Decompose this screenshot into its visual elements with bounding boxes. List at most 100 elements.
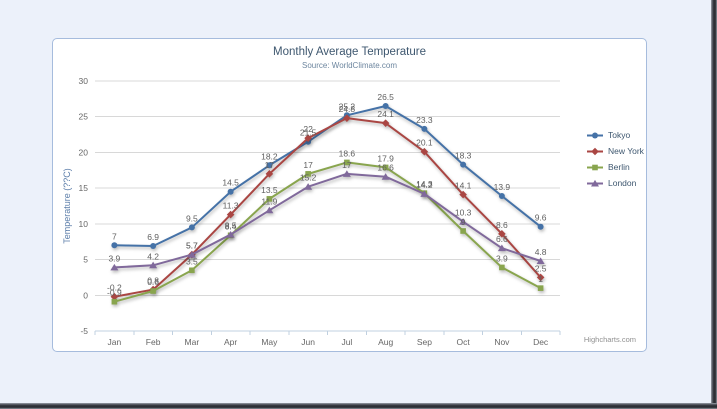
point-berlin-Mar[interactable] — [189, 267, 195, 274]
point-new-york-Jan[interactable] — [110, 292, 119, 301]
legend: Tokyo New York Berlin London — [587, 128, 644, 192]
point-tokyo-Dec[interactable] — [537, 223, 544, 230]
y-tick-label: 25 — [79, 112, 89, 122]
point-berlin-Jun[interactable] — [305, 171, 311, 177]
point-tokyo-Mar[interactable] — [188, 224, 195, 231]
data-label: 4.2 — [147, 251, 159, 261]
data-label: 17.9 — [377, 153, 394, 163]
legend-marker-diamond-icon — [587, 147, 603, 156]
point-berlin-Dec[interactable] — [537, 285, 544, 291]
x-tick-label: Jun — [301, 337, 315, 347]
point-london-Apr[interactable] — [226, 230, 235, 238]
point-london-Feb[interactable] — [149, 261, 158, 269]
data-label: 5.7 — [186, 241, 198, 251]
point-tokyo-Aug[interactable] — [382, 103, 389, 109]
point-london-Aug[interactable] — [381, 173, 390, 180]
legend-label: Berlin — [608, 162, 630, 173]
chart-panel: Monthly Average Temperature Source: Worl… — [52, 38, 647, 352]
point-berlin-May[interactable] — [266, 196, 273, 202]
x-tick-label: Apr — [224, 337, 237, 347]
point-new-york-Jul[interactable] — [343, 114, 351, 122]
point-berlin-Feb[interactable] — [150, 288, 156, 294]
data-label: 0.6 — [147, 277, 159, 287]
point-new-york-Nov[interactable] — [498, 230, 506, 238]
y-tick-label: 0 — [83, 290, 88, 300]
x-tick-label: Aug — [378, 337, 393, 347]
data-label: 14.3 — [416, 179, 433, 189]
point-london-May[interactable] — [265, 206, 274, 214]
point-berlin-Nov[interactable] — [499, 264, 505, 271]
data-label: 15.2 — [300, 173, 317, 183]
legend-item-tokyo[interactable]: Tokyo — [587, 128, 644, 143]
point-london-Oct[interactable] — [459, 218, 468, 225]
legend-item-berlin[interactable]: Berlin — [587, 160, 644, 175]
data-label: 11.9 — [261, 196, 277, 206]
data-label: 18.6 — [339, 148, 356, 158]
point-london-Mar[interactable] — [187, 250, 196, 258]
point-london-Jan[interactable] — [110, 263, 119, 271]
data-label: 13.5 — [261, 185, 278, 195]
legend-label: New York — [608, 146, 644, 157]
x-tick-label: Sep — [417, 337, 432, 347]
line-chart-plot: -5 0 5 10 15 20 25 30 Jan Feb Mar Apr May Jun Jul Aug Se… — [79, 76, 561, 347]
data-label: 8.6 — [496, 220, 508, 230]
point-new-york-Dec[interactable] — [536, 273, 545, 282]
point-tokyo-Apr[interactable] — [227, 188, 234, 195]
point-tokyo-Sep[interactable] — [421, 125, 428, 132]
point-london-Jun[interactable] — [304, 183, 313, 190]
series-new-york[interactable] — [110, 114, 545, 301]
data-label: 7 — [112, 231, 117, 241]
data-label: 25.2 — [339, 101, 356, 111]
data-label: 18.2 — [261, 151, 278, 161]
point-berlin-Jul[interactable] — [344, 159, 350, 166]
data-labels: 7 6.99.514.518.221.525.226.523.318.313.99… — [107, 92, 547, 298]
point-tokyo-Nov[interactable] — [498, 193, 505, 199]
data-label: 17 — [265, 160, 275, 170]
point-new-york-May[interactable] — [265, 170, 274, 178]
data-label: 17 — [342, 160, 352, 170]
y-tick-label: 5 — [83, 255, 88, 265]
data-label: 26.5 — [377, 92, 394, 102]
x-tick-label: Dec — [533, 337, 549, 347]
data-label: 0.8 — [147, 276, 159, 286]
data-label: 8.4 — [225, 221, 237, 231]
legend-item-london[interactable]: London — [587, 176, 644, 191]
point-new-york-Aug[interactable] — [381, 119, 390, 127]
point-london-Jul[interactable] — [342, 170, 351, 177]
data-label: 16.6 — [377, 163, 394, 173]
point-tokyo-Jan[interactable] — [111, 242, 118, 249]
series-london[interactable] — [110, 170, 545, 271]
point-berlin-Aug[interactable] — [382, 164, 389, 171]
point-berlin-Jan[interactable] — [111, 298, 118, 305]
y-tick-label: 15 — [79, 183, 89, 193]
point-london-Nov[interactable] — [497, 244, 506, 252]
point-berlin-Oct[interactable] — [460, 228, 466, 234]
point-new-york-Apr[interactable] — [226, 210, 235, 219]
screenshot-shadow-bottom — [0, 403, 717, 409]
data-label: 8.5 — [225, 221, 237, 231]
point-tokyo-May[interactable] — [266, 162, 273, 169]
point-tokyo-Oct[interactable] — [460, 161, 467, 168]
data-label: 22 — [303, 124, 313, 134]
data-label: 4.8 — [535, 247, 547, 257]
data-label: 6.6 — [496, 234, 508, 244]
data-label: 13.9 — [494, 182, 511, 192]
data-label: 2.5 — [535, 263, 547, 273]
y-tick-label: 20 — [79, 147, 89, 157]
legend-item-new-york[interactable]: New York — [587, 144, 644, 159]
point-london-Dec[interactable] — [536, 257, 545, 264]
data-label: 9.5 — [186, 213, 198, 223]
legend-marker-triangle-icon — [587, 179, 603, 187]
point-new-york-Oct[interactable] — [459, 190, 467, 199]
x-tick-label: Feb — [146, 337, 161, 347]
point-london-Sep[interactable] — [420, 190, 429, 197]
data-label: 14.2 — [416, 180, 433, 190]
data-label: 18.3 — [455, 151, 472, 161]
screenshot-shadow-right — [711, 0, 717, 409]
highcharts-credit[interactable]: Highcharts.com — [583, 335, 636, 344]
series-tokyo[interactable] — [111, 103, 544, 249]
point-new-york-Jun[interactable] — [304, 134, 312, 142]
point-tokyo-Feb[interactable] — [150, 243, 157, 249]
data-label: 9.6 — [535, 213, 547, 223]
